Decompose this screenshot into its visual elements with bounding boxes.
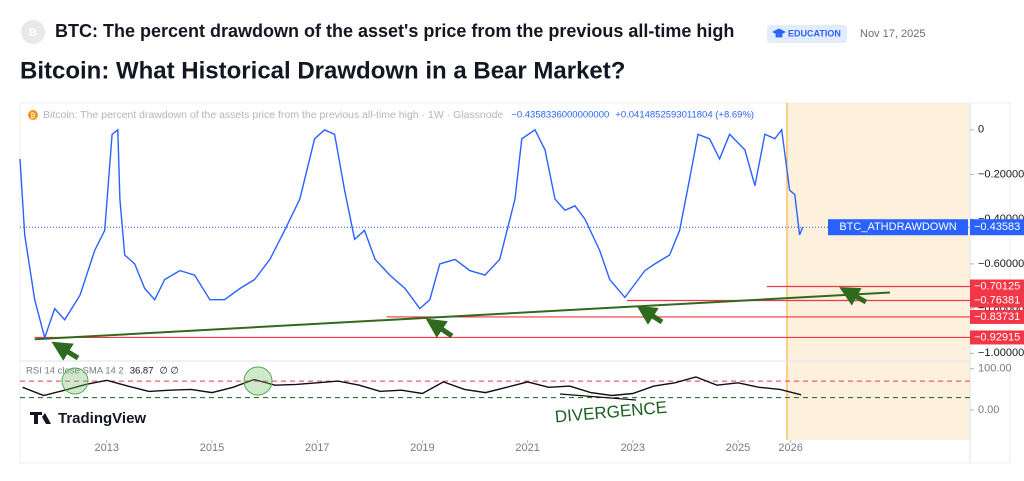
series-tag-label: BTC_ATHDRAWDOWN [839,221,956,233]
avatar [21,20,45,44]
y-tick-label: 0.00 [978,404,999,416]
date: Nov 17, 2025 [860,28,925,40]
y-tick-label: 0 [978,124,984,136]
plot: ₿ Bitcoin: The percent drawdown of the as… [19,103,1024,463]
badge-text[interactable]: EDUCATION [788,28,841,38]
y-tick-label: −0.20000 [978,168,1024,180]
trendline [34,291,891,341]
level-tag-label: −0.92915 [974,331,1020,343]
series-tag [828,219,968,236]
arrow [51,341,80,361]
rsi-legend: RSI 14 close SMA 14 2 [26,366,124,377]
highlight-circle [243,366,273,396]
arrow [636,305,664,325]
x-tick-label: 2023 [621,442,645,454]
legend-title: Bitcoin: The percent drawdown of the ass… [43,109,503,121]
y-tick-label: 100.00 [978,363,1012,375]
x-tick-label: 2021 [515,442,539,454]
x-tick-label: 2025 [726,442,750,454]
level-tag-label: −0.70125 [974,280,1020,292]
logo-icon [30,412,51,424]
highlight-circle [61,367,89,395]
series-line [22,376,802,397]
x-tick-label: 2026 [778,442,802,454]
x-tick-label: 2013 [95,442,119,454]
arrows [51,287,868,361]
avatar-letter: B [29,27,37,39]
legend-value: −0.4358336000000000 [511,110,609,121]
value-tag [970,219,1024,236]
highlight-region [786,103,970,440]
level-tag [970,330,1024,345]
level-tag [970,293,1024,308]
series-line [19,128,804,341]
level-tag-label: −0.76381 [974,294,1020,306]
headline: Bitcoin: What Historical Drawdown in a B… [20,57,625,84]
divergence-line [559,393,637,401]
level-tag-label: −0.83731 [974,311,1020,323]
x-tick-label: 2019 [410,442,434,454]
logo-text: TradingView [58,410,146,427]
legend-icon [28,110,38,120]
x-tick-label: 2015 [200,442,224,454]
badge[interactable] [767,25,847,43]
y-tick-label: −0.60000 [978,258,1024,270]
idea-title[interactable]: BTC: The percent drawdown of the asset's… [55,21,734,41]
arrow [425,318,454,339]
rsi-value: 36.87 [130,366,154,377]
level-tag [970,279,1024,294]
legend-icon-letter: ₿ [30,112,35,120]
x-tick-label: 2017 [305,442,329,454]
legend-change: +0.0414852593011804 (+8.69%) [615,110,754,121]
level-tag [970,309,1024,324]
value-tag-label: −0.43583 [974,221,1020,233]
rsi-legend-extra: ∅ ∅ [159,366,178,377]
badge-icon [772,28,786,38]
arrow [839,287,868,306]
y-tick-label: −1.00000 [978,347,1024,359]
